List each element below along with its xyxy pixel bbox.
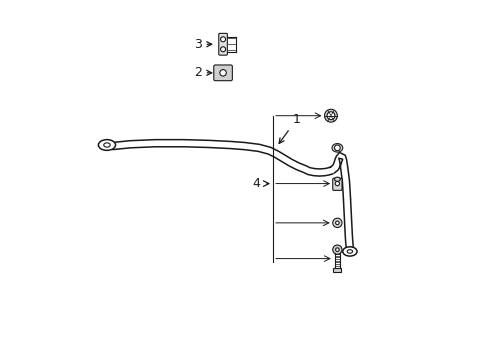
Circle shape [335, 181, 339, 186]
Circle shape [335, 221, 339, 225]
FancyBboxPatch shape [333, 267, 341, 272]
Circle shape [220, 37, 225, 42]
Text: 3: 3 [193, 38, 211, 51]
Circle shape [324, 109, 337, 122]
FancyBboxPatch shape [213, 65, 232, 81]
Ellipse shape [334, 177, 340, 181]
Circle shape [332, 218, 341, 228]
Text: 4: 4 [252, 177, 260, 190]
Circle shape [220, 47, 225, 52]
Ellipse shape [331, 144, 342, 152]
FancyBboxPatch shape [218, 33, 227, 55]
Circle shape [335, 248, 339, 251]
Circle shape [326, 112, 334, 120]
Text: 2: 2 [193, 66, 211, 79]
Ellipse shape [342, 247, 356, 256]
Ellipse shape [98, 140, 115, 150]
Ellipse shape [103, 143, 110, 147]
Text: 1: 1 [279, 113, 300, 143]
Circle shape [332, 245, 341, 254]
Circle shape [220, 69, 226, 76]
Circle shape [334, 145, 340, 151]
FancyBboxPatch shape [332, 178, 341, 190]
Ellipse shape [346, 249, 352, 253]
